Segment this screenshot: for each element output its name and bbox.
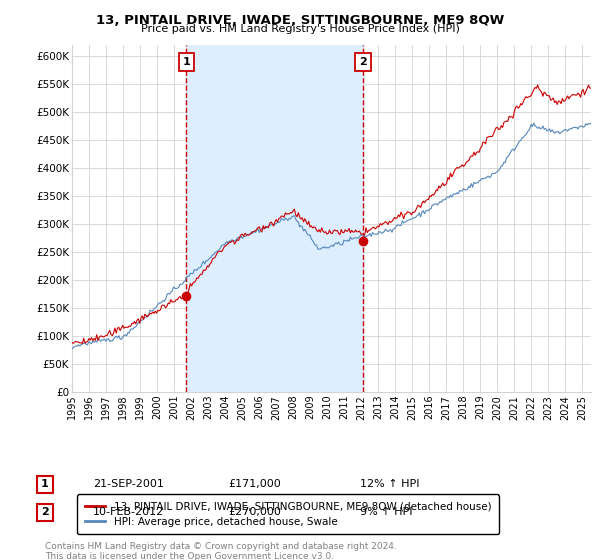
Text: Price paid vs. HM Land Registry's House Price Index (HPI): Price paid vs. HM Land Registry's House …	[140, 24, 460, 34]
Text: £270,000: £270,000	[228, 507, 281, 517]
Text: Contains HM Land Registry data © Crown copyright and database right 2024.
This d: Contains HM Land Registry data © Crown c…	[45, 542, 397, 560]
Text: £171,000: £171,000	[228, 479, 281, 489]
Text: 13, PINTAIL DRIVE, IWADE, SITTINGBOURNE, ME9 8QW: 13, PINTAIL DRIVE, IWADE, SITTINGBOURNE,…	[96, 14, 504, 27]
Text: 1: 1	[182, 57, 190, 67]
Text: 1: 1	[41, 479, 49, 489]
Text: 21-SEP-2001: 21-SEP-2001	[93, 479, 164, 489]
Text: 2: 2	[41, 507, 49, 517]
Text: 2: 2	[359, 57, 367, 67]
Text: 12% ↑ HPI: 12% ↑ HPI	[360, 479, 419, 489]
Legend: 13, PINTAIL DRIVE, IWADE, SITTINGBOURNE, ME9 8QW (detached house), HPI: Average : 13, PINTAIL DRIVE, IWADE, SITTINGBOURNE,…	[77, 494, 499, 534]
Text: 9% ↑ HPI: 9% ↑ HPI	[360, 507, 413, 517]
Text: 10-FEB-2012: 10-FEB-2012	[93, 507, 164, 517]
Bar	[187, 45, 363, 392]
